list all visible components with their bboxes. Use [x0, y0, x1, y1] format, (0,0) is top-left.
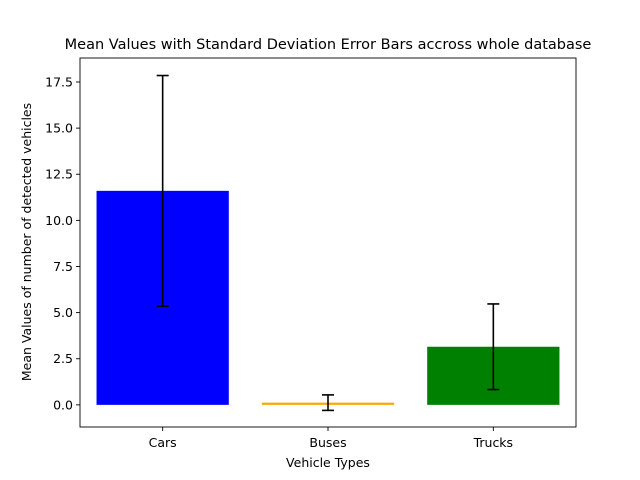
- error-bar-cars: [156, 74, 169, 307]
- x-tick-label: Trucks: [473, 435, 513, 450]
- y-tick-label: 5.0: [53, 305, 73, 320]
- x-axis: Cars Buses Trucks: [149, 427, 513, 450]
- y-tick-label: 17.5: [45, 74, 73, 89]
- chart-title: Mean Values with Standard Deviation Erro…: [65, 37, 592, 53]
- y-tick-label: 2.5: [53, 351, 73, 366]
- x-axis-label: Vehicle Types: [286, 455, 370, 470]
- y-tick-label: 15.0: [45, 121, 73, 136]
- plot-area: [79, 57, 577, 428]
- x-tick-label: Cars: [149, 435, 177, 450]
- y-axis: 0.0 2.5 5.0 7.5 10.0 12.5 15.0 17.5: [45, 74, 80, 412]
- error-bar-buses: [322, 394, 334, 412]
- error-bar-trucks: [487, 303, 500, 391]
- x-tick-label: Buses: [309, 435, 346, 450]
- y-tick-label: 7.5: [53, 259, 73, 274]
- y-tick-label: 0.0: [53, 397, 73, 412]
- y-axis-label: Mean Values of number of detected vehicl…: [19, 103, 34, 381]
- y-tick-label: 10.0: [45, 213, 73, 228]
- y-tick-label: 12.5: [45, 167, 73, 182]
